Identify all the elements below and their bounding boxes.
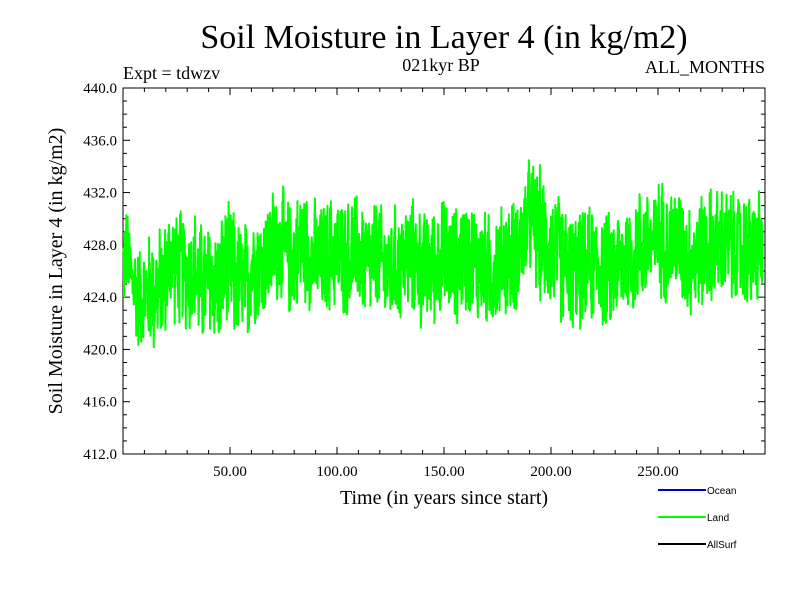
- legend-label-allsurf: AllSurf: [707, 540, 737, 551]
- chart-subtitle-center: 021kyr BP: [402, 55, 480, 75]
- y-tick-label: 420.0: [83, 342, 117, 358]
- chart-title: Soil Moisture in Layer 4 (in kg/m2): [200, 19, 687, 56]
- y-tick-label: 436.0: [83, 133, 117, 149]
- data-series: [122, 159, 764, 349]
- legend: Ocean Land AllSurf: [658, 486, 737, 551]
- x-tick-labels: 50.00 100.00 150.00 200.00 250.00: [213, 464, 679, 480]
- y-tick-label: 416.0: [83, 395, 117, 411]
- x-axis-label: Time (in years since start): [340, 487, 548, 509]
- chart-subtitle-right: ALL_MONTHS: [645, 57, 765, 77]
- x-tick-label: 100.00: [316, 464, 357, 480]
- x-tick-label: 200.00: [530, 464, 571, 480]
- series-line-land: [122, 159, 764, 349]
- y-axis-label: Soil Moisture in Layer 4 (in kg/m2): [45, 128, 67, 415]
- legend-label-land: Land: [707, 513, 729, 524]
- plot-area: 50.00 100.00 150.00 200.00 250.00 412.0 416.0…: [83, 81, 766, 480]
- x-tick-label: 50.00: [213, 464, 247, 480]
- x-tick-label: 250.00: [637, 464, 678, 480]
- x-tick-label: 150.00: [423, 464, 464, 480]
- y-tick-label: 432.0: [83, 186, 117, 202]
- chart-subtitle-left: Expt = tdwzv: [123, 63, 220, 83]
- y-tick-label: 424.0: [83, 290, 117, 306]
- y-tick-label: 440.0: [83, 81, 117, 97]
- legend-label-ocean: Ocean: [707, 486, 736, 497]
- y-tick-label: 412.0: [83, 447, 117, 463]
- y-tick-labels: 412.0 416.0 420.0 424.0 428.0 432.0 436.0 440.0: [83, 81, 117, 463]
- y-tick-label: 428.0: [83, 238, 117, 254]
